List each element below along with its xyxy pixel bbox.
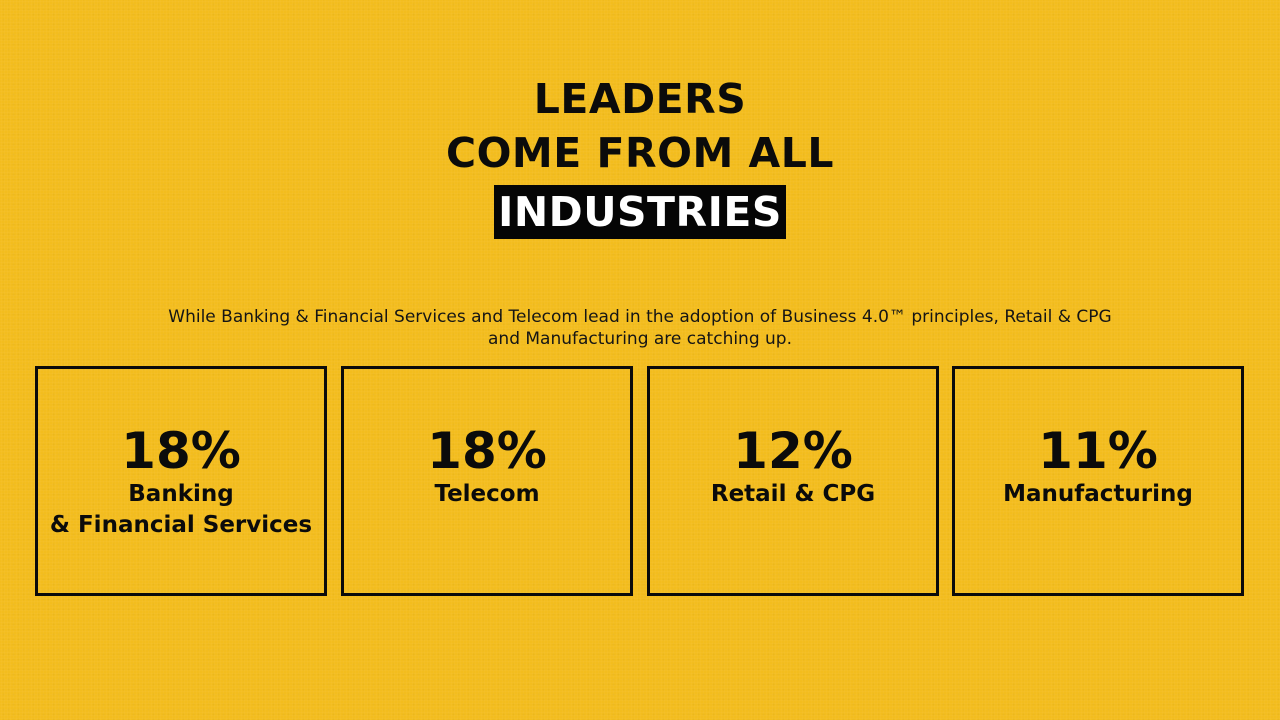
stat-cards: 18% Banking & Financial Services 18% Tel… [35, 366, 1245, 596]
page-title: LEADERS COME FROM ALL INDUSTRIES [0, 72, 1280, 239]
title-highlight: INDUSTRIES [494, 185, 786, 239]
title-line-2: COME FROM ALL [445, 129, 834, 177]
stat-percent: 18% [121, 422, 241, 480]
title-highlight-wrap: INDUSTRIES [0, 185, 1280, 239]
subtitle-line-1: While Banking & Financial Services and T… [168, 307, 1112, 327]
stat-label: & Financial Services [49, 512, 313, 538]
stat-label: Manufacturing [1003, 481, 1193, 507]
stat-percent: 18% [427, 422, 547, 480]
stat-card-retail: 12% Retail & CPG [647, 366, 939, 596]
stat-percent: 12% [733, 422, 853, 480]
title-line-1: LEADERS [533, 75, 747, 123]
subtitle-line-2: and Manufacturing are catching up. [488, 329, 792, 349]
stat-card-telecom: 18% Telecom [341, 366, 633, 596]
stat-label: Banking [128, 481, 234, 507]
stat-percent: 11% [1038, 422, 1158, 480]
stat-label: Telecom [434, 481, 540, 507]
stat-card-manufacturing: 11% Manufacturing [952, 366, 1244, 596]
subtitle: While Banking & Financial Services and T… [140, 306, 1140, 350]
stat-label: Retail & CPG [710, 481, 876, 507]
stat-card-banking: 18% Banking & Financial Services [35, 366, 327, 596]
